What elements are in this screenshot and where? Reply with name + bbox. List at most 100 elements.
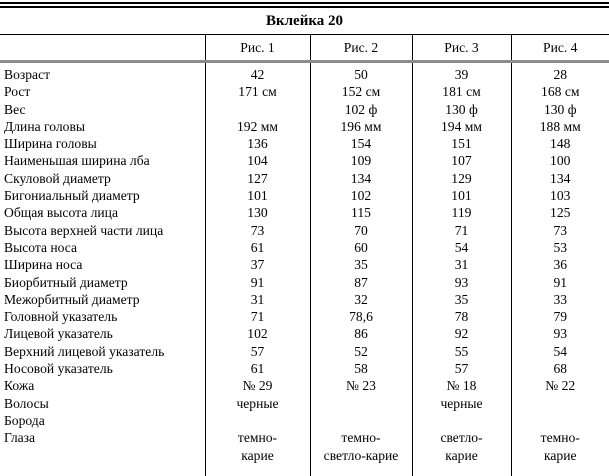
cell-fig-1: [204, 411, 310, 430]
table-row: Длина головы 192 мм 196 мм 194 мм 188 мм: [0, 117, 609, 136]
table-row: Верхний лицевой указатель 57 52 55 54: [0, 342, 609, 361]
cell-fig-2: 115: [309, 204, 412, 222]
row-label: Верхний лицевой указатель: [4, 343, 165, 359]
cell-fig-2: 78,6: [309, 308, 412, 326]
cell-fig-1: 73: [204, 221, 310, 239]
table-title-row: Вклейка 20: [0, 5, 609, 35]
cell-fig-2: 87: [309, 273, 412, 291]
cell-fig-4: 54: [510, 342, 609, 361]
cell-fig-3: 151: [411, 135, 511, 153]
cell-fig-3: 39: [411, 61, 511, 84]
cell-fig-2: 52: [309, 342, 412, 361]
cell-fig-3: [411, 411, 511, 430]
cell-fig-1: № 29: [204, 377, 310, 395]
cell-fig-4: 73: [510, 221, 609, 239]
cell-fig-1: черные: [204, 394, 310, 412]
cell-fig-2: № 23: [309, 377, 412, 395]
cell-fig-1: темно- карие: [204, 429, 310, 476]
cell-fig-3: 35: [411, 290, 511, 309]
cell-fig-2: [309, 411, 412, 430]
cell-fig-4: 36: [510, 256, 609, 274]
cell-fig-2: 60: [309, 238, 412, 257]
cell-fig-3: 57: [411, 360, 511, 378]
cell-fig-3: 71: [411, 221, 511, 239]
cell-fig-2: 86: [309, 325, 412, 343]
cell-fig-2: 50: [309, 61, 412, 84]
cell-fig-4: 28: [510, 61, 609, 84]
row-label: Кожа: [4, 378, 35, 394]
table-row: Лицевой указатель 102 86 92 93: [0, 325, 609, 343]
table-row: Скуловой диаметр 127 134 129 134: [0, 169, 609, 188]
header-fig-1: Рис. 1: [204, 34, 310, 63]
cell-fig-1: 42: [204, 61, 310, 84]
table-row: Волосы черные черные: [0, 394, 609, 412]
row-label: Бигониальный диаметр: [4, 188, 140, 204]
cell-fig-4: 130 ф: [510, 100, 609, 118]
table-row: Носовой указатель 61 58 57 68: [0, 360, 609, 378]
cell-fig-2: 70: [309, 221, 412, 239]
cell-fig-1: 57: [204, 342, 310, 361]
cell-fig-2: 134: [309, 169, 412, 188]
cell-fig-3: 31: [411, 256, 511, 274]
table-row: Общая высота лица 130 115 119 125: [0, 204, 609, 222]
cell-fig-3: 194 мм: [411, 117, 511, 136]
row-label: Головной указатель: [4, 309, 118, 325]
row-label: Возраст: [4, 67, 51, 82]
cell-fig-4: 188 мм: [510, 117, 609, 136]
cell-fig-3: 55: [411, 342, 511, 361]
header-empty-cell: [0, 34, 205, 63]
cell-fig-1: 102: [204, 325, 310, 343]
cell-fig-2: 152 см: [309, 83, 412, 101]
cell-fig-1: 192 мм: [204, 117, 310, 136]
cell-fig-2: 196 мм: [309, 117, 412, 136]
cell-fig-4: 79: [510, 308, 609, 326]
cell-fig-4: [510, 411, 609, 430]
row-label: Рост: [4, 84, 31, 100]
cell-fig-1: 61: [204, 238, 310, 257]
table-row: Головной указатель 71 78,6 78 79: [0, 308, 609, 326]
cell-fig-4: 134: [510, 169, 609, 188]
table-row: Вес 102 ф 130 ф 130 ф: [0, 100, 609, 118]
table-row: Бигониальный диаметр 101 102 101 103: [0, 187, 609, 205]
cell-fig-3: 181 см: [411, 83, 511, 101]
table-row: Биорбитный диаметр 91 87 93 91: [0, 273, 609, 291]
cell-fig-2: 102: [309, 187, 412, 205]
cell-fig-4: № 22: [510, 377, 609, 395]
cell-fig-2: 102 ф: [309, 100, 412, 118]
row-label: Носовой указатель: [4, 361, 113, 377]
cell-fig-2: [309, 394, 412, 412]
cell-fig-4: [510, 394, 609, 412]
cell-fig-3: 78: [411, 308, 511, 326]
cell-fig-4: 103: [510, 187, 609, 205]
row-label: Наименьшая ширина лба: [4, 153, 150, 169]
cell-fig-4: темно- карие: [510, 429, 609, 476]
cell-fig-1: 127: [204, 169, 310, 188]
row-label: Волосы: [4, 395, 49, 411]
header-fig-2: Рис. 2: [309, 34, 412, 63]
table-row: Межорбитный диаметр 31 32 35 33: [0, 290, 609, 309]
cell-fig-1: 101: [204, 187, 310, 205]
cell-fig-1: 91: [204, 273, 310, 291]
table-header-row: Рис. 1 Рис. 2 Рис. 3 Рис. 4: [0, 34, 609, 63]
row-label: Общая высота лица: [4, 205, 118, 221]
cell-fig-2: 32: [309, 290, 412, 309]
table-row: Высота носа 61 60 54 53: [0, 238, 609, 257]
table-row: Кожа № 29 № 23 № 18 № 22: [0, 377, 609, 395]
cell-fig-4: 148: [510, 135, 609, 153]
cell-fig-4: 91: [510, 273, 609, 291]
cell-fig-1: 104: [204, 152, 310, 170]
table-row: Борода: [0, 411, 609, 430]
table-row: Рост 171 см 152 см 181 см 168 см: [0, 83, 609, 101]
row-label: Биорбитный диаметр: [4, 274, 128, 290]
table-row: Ширина головы 136 154 151 148: [0, 135, 609, 153]
table-row: Возраст 42 50 39 28: [0, 61, 609, 84]
header-fig-3: Рис. 3: [411, 34, 511, 63]
cell-fig-1: 71: [204, 308, 310, 326]
cell-fig-3: 101: [411, 187, 511, 205]
cell-fig-1: 171 см: [204, 83, 310, 101]
row-label: Межорбитный диаметр: [4, 291, 140, 307]
cell-fig-1: 136: [204, 135, 310, 153]
cell-fig-4: 168 см: [510, 83, 609, 101]
table-row: Высота верхней части лица 73 70 71 73: [0, 221, 609, 239]
